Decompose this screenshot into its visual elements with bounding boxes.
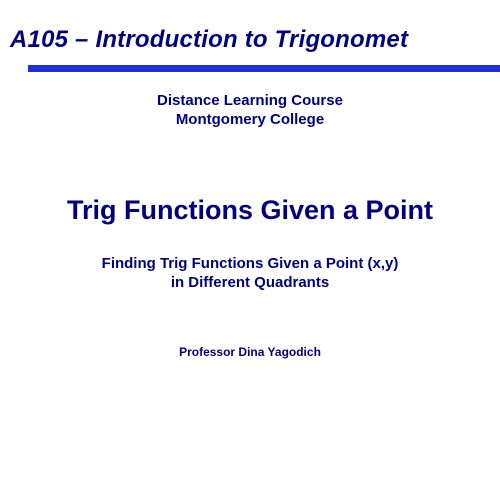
subtitle-line2: in Different Quadrants	[171, 274, 329, 291]
distance-learning-line2: Montgomery College	[176, 111, 324, 128]
professor-name: Professor Dina Yagodich	[0, 345, 500, 359]
distance-learning-block: Distance Learning Course Montgomery Coll…	[0, 92, 500, 130]
distance-learning-line1: Distance Learning Course	[157, 92, 343, 109]
subtitle-block: Finding Trig Functions Given a Point (x,…	[0, 255, 500, 293]
main-title: Trig Functions Given a Point	[0, 195, 500, 226]
course-code-heading: A105 – Introduction to Trigonomet	[10, 26, 500, 54]
horizontal-rule	[28, 65, 500, 72]
slide-title: A105 – Introduction to Trigonomet Distan…	[0, 0, 500, 500]
subtitle-line1: Finding Trig Functions Given a Point (x,…	[102, 255, 399, 272]
